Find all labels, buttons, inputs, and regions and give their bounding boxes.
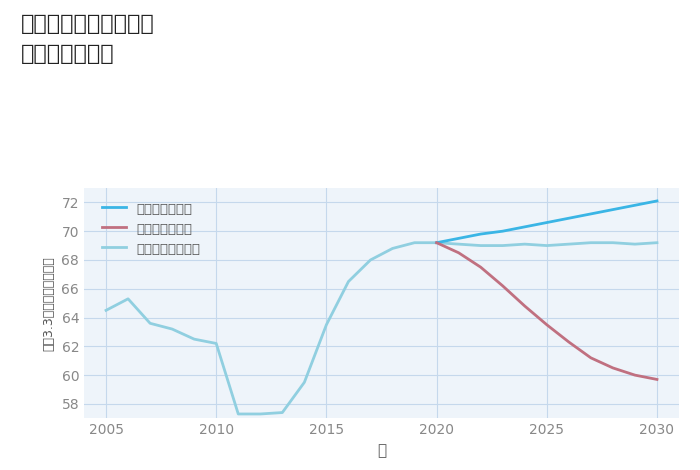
ノーマルシナリオ <box>521 241 529 247</box>
ノーマルシナリオ <box>278 410 286 415</box>
ノーマルシナリオ <box>344 279 353 284</box>
ノーマルシナリオ <box>300 379 309 385</box>
ノーマルシナリオ <box>477 243 485 248</box>
ノーマルシナリオ <box>212 341 220 346</box>
ノーマルシナリオ <box>234 411 242 417</box>
バッドシナリオ <box>609 365 617 371</box>
ノーマルシナリオ <box>190 337 198 342</box>
バッドシナリオ <box>653 376 662 382</box>
ノーマルシナリオ <box>410 240 419 245</box>
ノーマルシナリオ <box>389 246 397 251</box>
ノーマルシナリオ <box>102 307 110 313</box>
Line: バッドシナリオ: バッドシナリオ <box>437 243 657 379</box>
バッドシナリオ <box>565 339 573 345</box>
ノーマルシナリオ <box>124 296 132 302</box>
バッドシナリオ <box>542 322 551 328</box>
バッドシナリオ <box>498 283 507 289</box>
グッドシナリオ <box>454 235 463 241</box>
ノーマルシナリオ <box>322 322 330 328</box>
バッドシナリオ <box>521 303 529 309</box>
グッドシナリオ <box>498 228 507 234</box>
ノーマルシナリオ <box>565 241 573 247</box>
Y-axis label: 平（3.3㎡）単価（万円）: 平（3.3㎡）単価（万円） <box>43 256 56 351</box>
ノーマルシナリオ <box>146 321 154 326</box>
ノーマルシナリオ <box>498 243 507 248</box>
グッドシナリオ <box>433 240 441 245</box>
バッドシナリオ <box>454 250 463 256</box>
グッドシナリオ <box>521 224 529 230</box>
グッドシナリオ <box>587 211 595 217</box>
ノーマルシナリオ <box>366 257 375 263</box>
Text: 大阪府茨木市橋の内の
土地の価格推移: 大阪府茨木市橋の内の 土地の価格推移 <box>21 14 155 64</box>
バッドシナリオ <box>587 355 595 360</box>
グッドシナリオ <box>565 215 573 221</box>
バッドシナリオ <box>433 240 441 245</box>
ノーマルシナリオ <box>168 326 176 332</box>
Line: グッドシナリオ: グッドシナリオ <box>437 201 657 243</box>
ノーマルシナリオ <box>587 240 595 245</box>
グッドシナリオ <box>653 198 662 204</box>
グッドシナリオ <box>609 207 617 212</box>
グッドシナリオ <box>542 219 551 225</box>
ノーマルシナリオ <box>631 241 639 247</box>
ノーマルシナリオ <box>256 411 265 417</box>
ノーマルシナリオ <box>609 240 617 245</box>
X-axis label: 年: 年 <box>377 443 386 458</box>
ノーマルシナリオ <box>542 243 551 248</box>
ノーマルシナリオ <box>653 240 662 245</box>
バッドシナリオ <box>631 372 639 378</box>
グッドシナリオ <box>477 231 485 237</box>
ノーマルシナリオ <box>454 241 463 247</box>
Line: ノーマルシナリオ: ノーマルシナリオ <box>106 243 657 414</box>
グッドシナリオ <box>631 203 639 208</box>
Legend: グッドシナリオ, バッドシナリオ, ノーマルシナリオ: グッドシナリオ, バッドシナリオ, ノーマルシナリオ <box>97 197 205 261</box>
バッドシナリオ <box>477 264 485 270</box>
ノーマルシナリオ <box>433 240 441 245</box>
